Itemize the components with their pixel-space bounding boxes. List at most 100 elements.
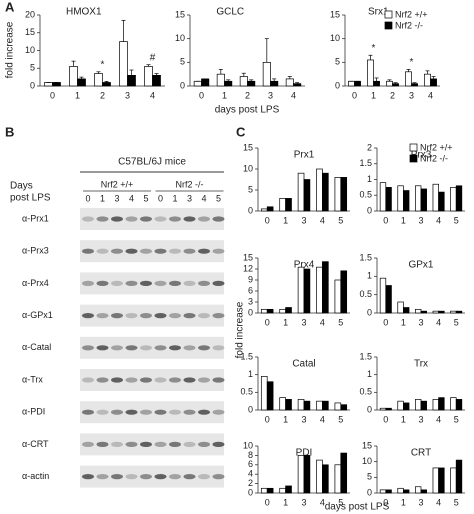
blot-title: C57BL/6J mice (118, 157, 186, 168)
bar (285, 307, 292, 314)
band (125, 248, 138, 254)
x-tick-label: 1 (283, 215, 288, 225)
band (212, 345, 225, 351)
bar (455, 399, 463, 411)
y-tick-label: 0.5 (359, 289, 372, 299)
row-label: α-Trx (22, 374, 43, 384)
band (169, 248, 181, 254)
band (183, 216, 196, 222)
y-tick-label: 10 (243, 440, 253, 450)
legend-swatch (384, 21, 393, 30)
annotation: * (101, 59, 105, 70)
band (154, 248, 167, 254)
bar (367, 59, 374, 87)
x-tick-label: 5 (338, 317, 343, 327)
bar (385, 407, 392, 411)
x-axis-label: days post LPS (215, 105, 280, 116)
x-tick-label: 4 (291, 90, 296, 100)
x-tick-label: 3 (418, 497, 423, 507)
x-tick-label: 0 (383, 414, 388, 424)
bar (77, 78, 86, 87)
band (96, 409, 109, 415)
lane-label: 3 (114, 193, 119, 203)
x-tick-label: 5 (338, 414, 343, 424)
y-tick-label: 10 (362, 456, 372, 466)
band (82, 313, 94, 319)
y-tick-label: 2 (367, 142, 372, 152)
bar (334, 402, 342, 411)
bar (432, 310, 439, 314)
x-tick-label: 4 (320, 497, 325, 507)
band (125, 441, 138, 447)
bar (260, 487, 268, 494)
bar (293, 83, 302, 87)
x-tick-label: 1 (371, 90, 376, 100)
bar (297, 399, 305, 411)
y-tick-label: 1.5 (359, 351, 372, 361)
bar (303, 400, 311, 411)
band (169, 280, 181, 286)
x-tick-label: 5 (338, 215, 343, 225)
bar (397, 185, 404, 212)
band (198, 345, 210, 351)
x-tick-label: 5 (338, 497, 343, 507)
band (212, 377, 225, 383)
bar (316, 168, 323, 212)
y-tick-label: 0 (367, 404, 372, 414)
x-tick-label: 4 (320, 317, 325, 327)
x-tick-label: 2 (390, 90, 395, 100)
y-tick-label: 15 (362, 440, 372, 450)
bar (297, 266, 305, 314)
legend-swatch (409, 154, 418, 163)
band (125, 409, 138, 415)
bar (279, 487, 286, 494)
band (212, 441, 225, 447)
legend-swatch (409, 143, 418, 152)
band (169, 377, 181, 383)
bar (420, 489, 427, 494)
bar (52, 82, 61, 87)
band (125, 377, 138, 383)
bar (152, 74, 161, 87)
bar (415, 308, 422, 314)
band (125, 313, 138, 319)
y-tick-label: 5 (180, 57, 185, 67)
band (154, 216, 167, 222)
bar (285, 78, 294, 87)
bar (432, 467, 439, 494)
x-axis-label: days post LPS (325, 502, 390, 513)
y-tick-label: 15 (243, 142, 253, 152)
annotation: * (372, 43, 376, 54)
legend-swatch (384, 10, 393, 19)
band (96, 313, 109, 319)
x-tick-label: 3 (268, 90, 273, 100)
band (140, 313, 152, 319)
bar (455, 459, 463, 494)
band (169, 216, 181, 222)
band (111, 474, 123, 480)
x-tick-label: 3 (409, 90, 414, 100)
row-label: α-Catal (22, 342, 51, 352)
y-tick-label: 15 (330, 9, 340, 19)
bar (303, 455, 311, 494)
bar (340, 452, 348, 494)
bar (379, 407, 387, 411)
band (82, 474, 94, 480)
bar (260, 308, 268, 314)
bar (415, 399, 422, 411)
bar (127, 74, 136, 87)
bar (262, 61, 271, 87)
band (96, 216, 109, 222)
bar (201, 78, 210, 87)
band (154, 377, 167, 383)
x-tick-label: 0 (265, 497, 270, 507)
x-tick-label: 0 (383, 317, 388, 327)
x-tick-label: 0 (265, 317, 270, 327)
bar (438, 191, 445, 212)
y-tick-label: 5 (248, 184, 253, 194)
x-tick-label: 3 (418, 215, 423, 225)
row-label: α-PDI (22, 407, 45, 417)
bar (340, 270, 348, 314)
bar (438, 467, 445, 494)
bar (285, 198, 292, 212)
